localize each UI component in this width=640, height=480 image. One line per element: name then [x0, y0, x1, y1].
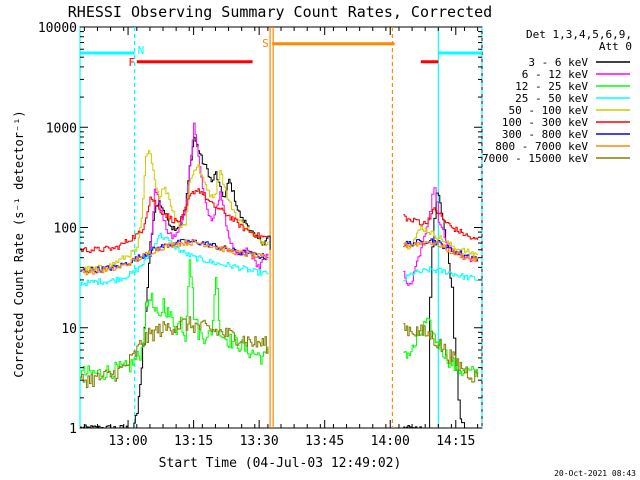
- series-8: [80, 239, 479, 275]
- x-tick-label-2: 13:15: [174, 434, 213, 449]
- flag-label-s: S: [262, 37, 269, 50]
- series-line-2-pre: [149, 122, 269, 270]
- axes: 1 10 100 1000 10000 13:00 13:15 13:30 13:45 14:00…: [38, 21, 482, 449]
- series-line-9-post: [403, 323, 479, 383]
- legend-label-7: 300 - 800 keV: [502, 128, 588, 141]
- series-line-6-post: [403, 207, 479, 240]
- legend-label-9: 7000 - 15000 keV: [482, 152, 588, 165]
- y-axis-label: Corrected Count Rate (s⁻¹ detector⁻¹): [12, 110, 26, 377]
- series-line-5-post: [403, 225, 479, 256]
- series-line-8-post: [403, 240, 479, 262]
- legend-label-8: 800 - 7000 keV: [495, 140, 588, 153]
- y-tick-label-3: 100: [54, 222, 77, 237]
- y-tick-label-1: 1: [69, 422, 77, 437]
- x-tick-label-5: 14:00: [371, 434, 410, 449]
- flag-annotations: NF S: [79, 27, 483, 428]
- x-axis-label: Start Time (04-Jul-03 12:49:02): [159, 456, 402, 471]
- x-tick-label-1: 13:00: [108, 434, 147, 449]
- timestamp: 20-Oct-2021 08:43: [554, 469, 636, 478]
- flag-label-f: F: [128, 56, 135, 69]
- legend-header-line-2: Att 0: [599, 40, 632, 53]
- series-line-6-pre: [80, 188, 269, 253]
- series-line-4-post: [403, 266, 479, 282]
- legend-label-3: 12 - 25 keV: [515, 80, 588, 93]
- legend-label-6: 100 - 300 keV: [502, 116, 588, 129]
- y-tick-label-5: 10000: [38, 21, 77, 36]
- chart-title: RHESSI Observing Summary Count Rates, Co…: [68, 3, 492, 21]
- legend-label-1: 3 - 6 keV: [528, 56, 588, 69]
- legend-label-5: 50 - 100 keV: [509, 104, 589, 117]
- x-tick-label-3: 13:30: [240, 434, 279, 449]
- y-tick-label-4: 1000: [46, 121, 77, 136]
- series-line-7-pre: [80, 239, 269, 274]
- series-6: [80, 188, 479, 253]
- series-9: [80, 316, 479, 389]
- x-tick-label-6: 14:15: [436, 434, 475, 449]
- legend-label-2: 6 - 12 keV: [522, 68, 589, 81]
- series-line-8-pre: [80, 239, 269, 275]
- legend-label-4: 25 - 50 keV: [515, 92, 588, 105]
- flag-label-n: N: [138, 44, 145, 57]
- legend-header-line-1: Det 1,3,4,5,6,9,: [526, 28, 632, 41]
- y-tick-label-2: 10: [61, 322, 77, 337]
- x-tick-label-4: 13:45: [305, 434, 344, 449]
- series-line-9-pre: [80, 316, 269, 389]
